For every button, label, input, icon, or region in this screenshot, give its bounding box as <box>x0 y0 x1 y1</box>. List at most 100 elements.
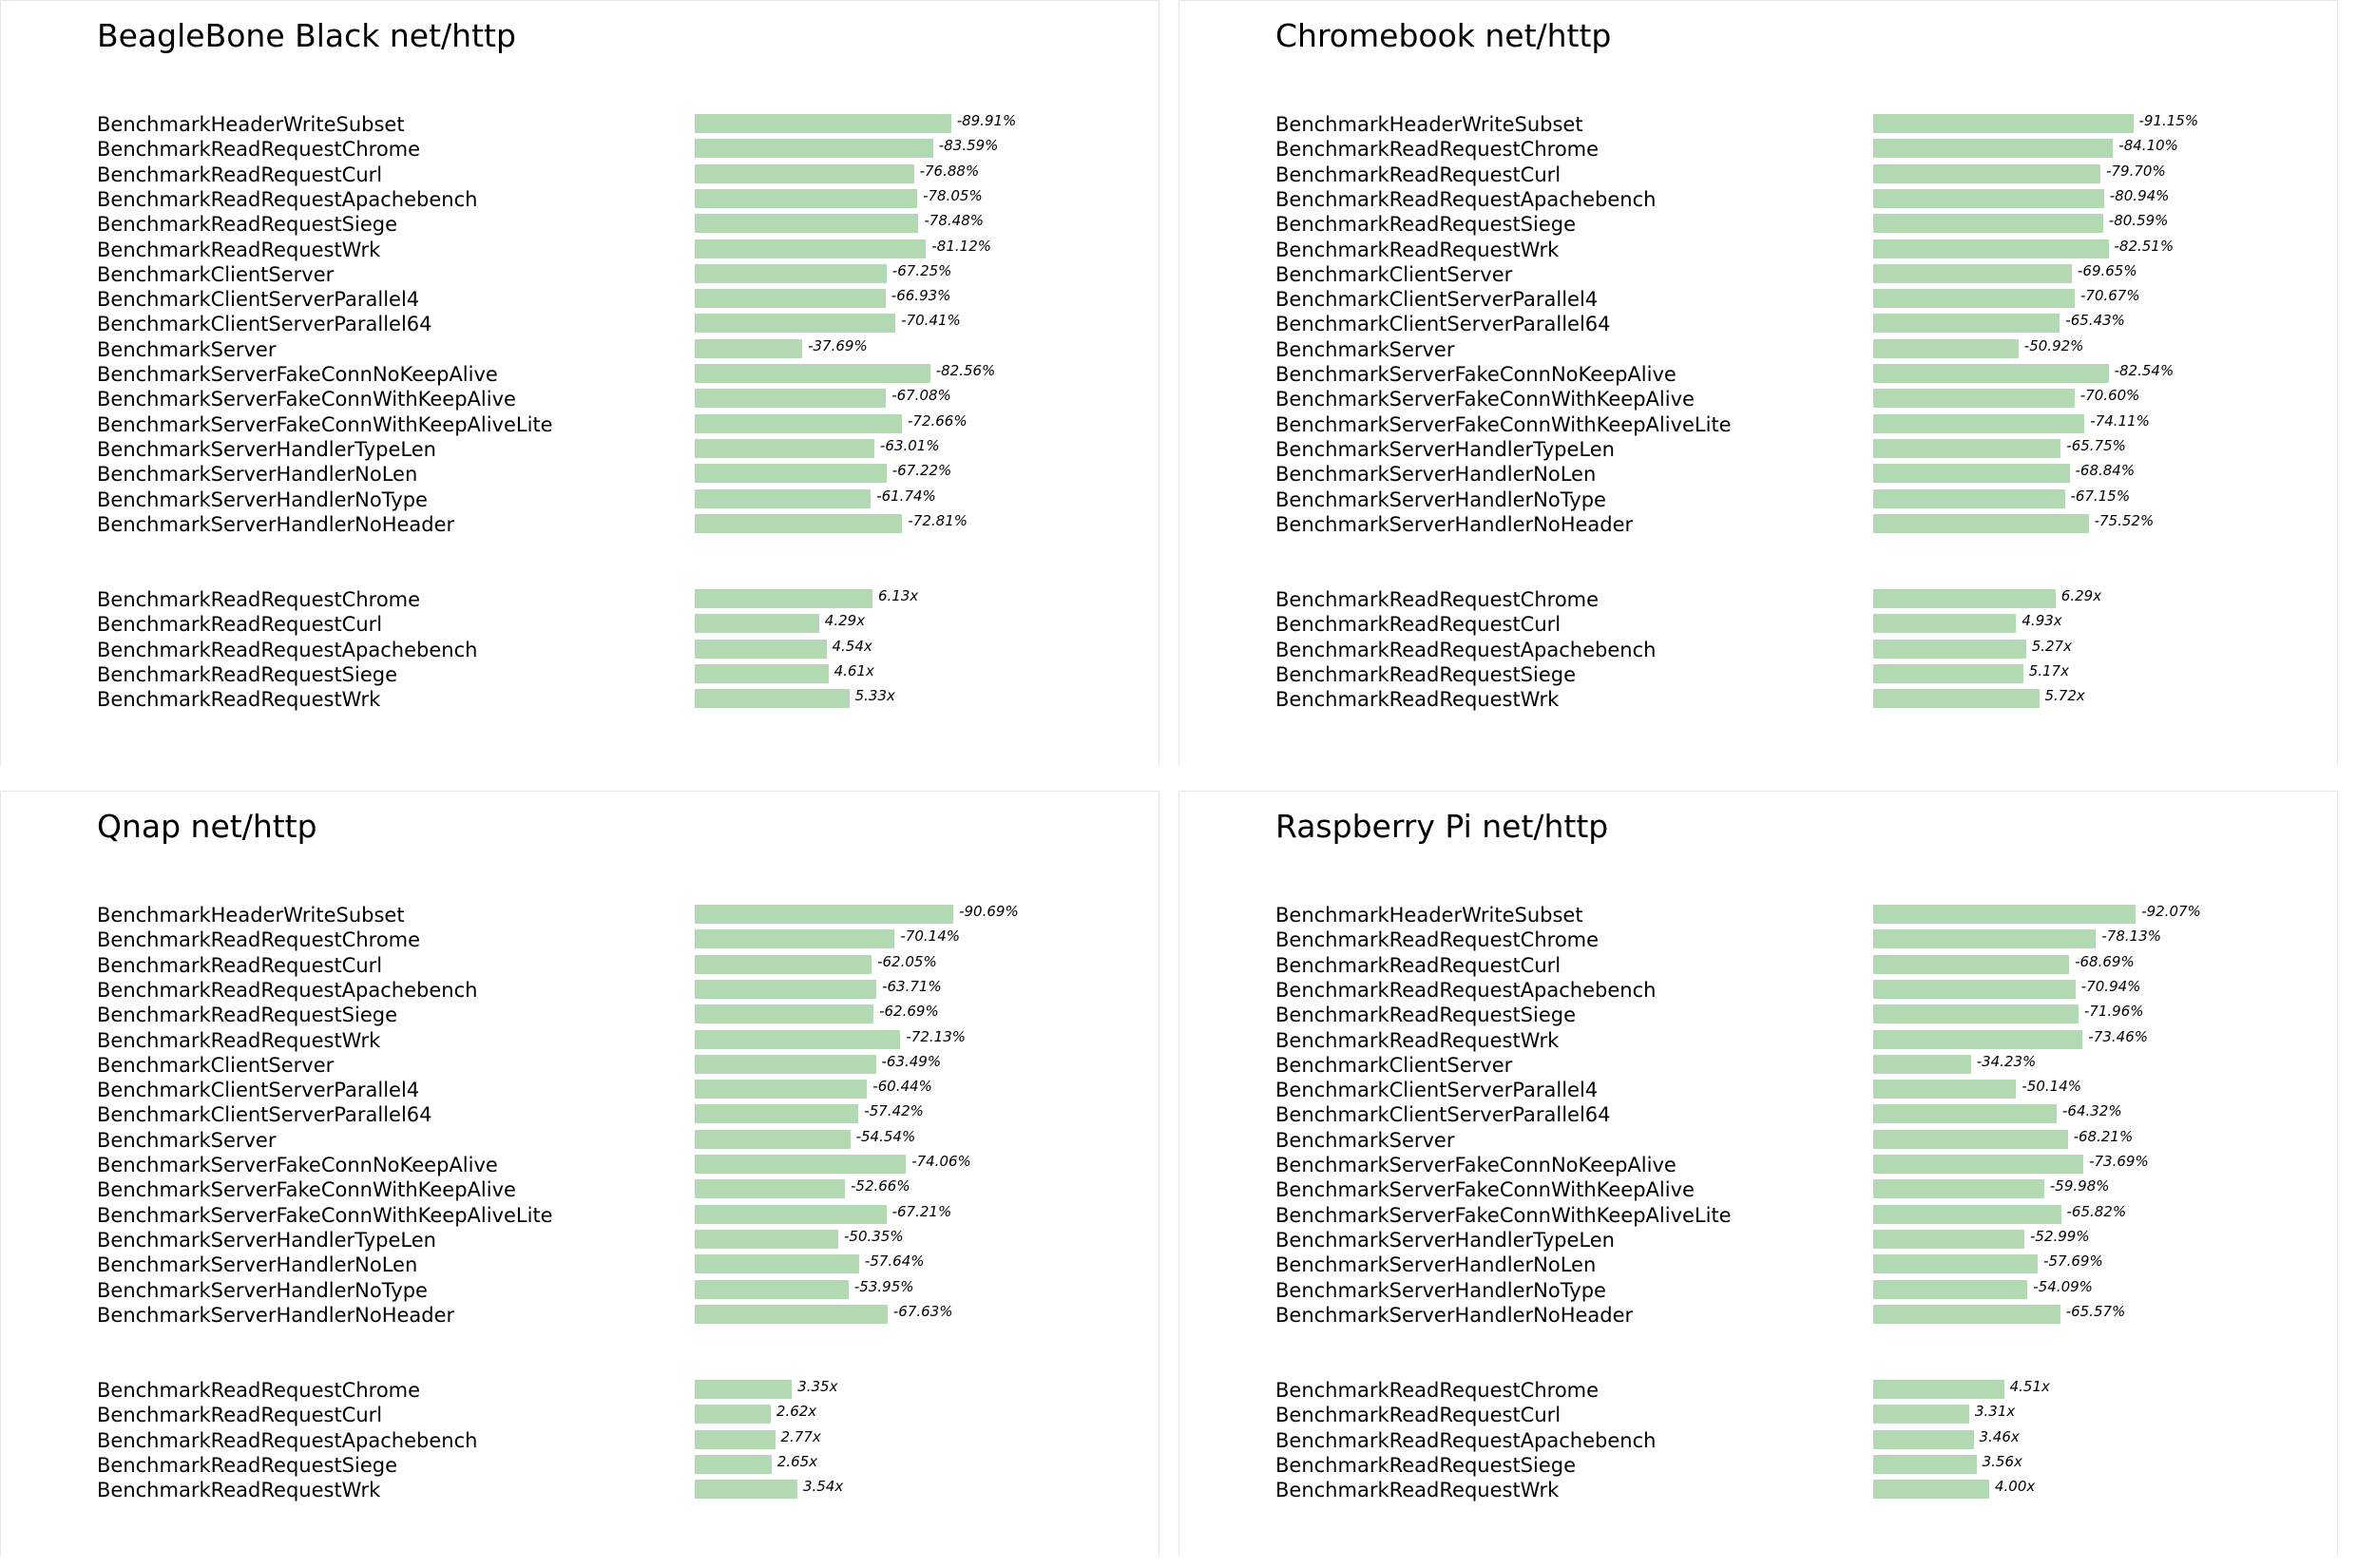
bar <box>695 689 850 709</box>
category-label: BenchmarkReadRequestCurl <box>1275 163 1562 186</box>
category-label: BenchmarkHeaderWriteSubset <box>1275 113 1583 136</box>
data-label: -73.69% <box>2089 1153 2149 1170</box>
data-label: -72.81% <box>908 511 968 529</box>
data-label: -72.13% <box>906 1027 966 1045</box>
data-label: 3.56x <box>1982 1452 2022 1470</box>
bar <box>695 905 954 924</box>
data-label: -67.08% <box>891 387 951 405</box>
category-label: BenchmarkClientServer <box>1275 1053 1513 1077</box>
data-label: -64.32% <box>2062 1102 2122 1120</box>
bar <box>1873 114 2134 133</box>
bar <box>1873 639 2026 659</box>
category-label: BenchmarkServerFakeConnWithKeepAliveLite <box>97 412 553 436</box>
bar <box>695 1054 876 1074</box>
category-label: BenchmarkHeaderWriteSubset <box>97 904 405 927</box>
bar <box>695 614 819 634</box>
category-label: BenchmarkServerHandlerNoLen <box>97 463 418 487</box>
chart-title: Raspberry Pi net/http <box>1275 808 1609 845</box>
bar <box>1873 364 2109 383</box>
category-label: BenchmarkClientServerParallel4 <box>1275 1079 1599 1102</box>
data-label: -81.12% <box>931 237 991 255</box>
data-label: 5.72x <box>2044 687 2085 705</box>
data-label: -54.54% <box>855 1127 916 1145</box>
category-label: BenchmarkServerHandlerNoHeader <box>97 512 455 536</box>
category-label: BenchmarkReadRequestSiege <box>97 1453 398 1477</box>
category-label: BenchmarkReadRequestCurl <box>1275 1404 1562 1427</box>
bar <box>695 364 930 383</box>
bar <box>695 1004 874 1024</box>
bar <box>1873 163 2101 183</box>
bar <box>1873 188 2104 208</box>
category-label: BenchmarkServerFakeConnWithKeepAlive <box>97 388 516 411</box>
category-label: BenchmarkServerHandlerNoHeader <box>1275 1303 1634 1327</box>
bar <box>1873 214 2103 234</box>
bar <box>1873 954 2070 974</box>
data-label: -70.67% <box>2080 287 2140 305</box>
bar <box>695 263 887 283</box>
bar <box>695 1480 797 1500</box>
bar <box>695 239 927 258</box>
data-label: -50.92% <box>2023 336 2084 354</box>
bar <box>1873 663 2023 683</box>
bar <box>695 438 874 458</box>
bar <box>695 1080 868 1100</box>
bar <box>1873 1129 2068 1149</box>
bar <box>695 214 919 234</box>
category-label: BenchmarkReadRequestWrk <box>1275 1479 1560 1502</box>
category-label: BenchmarkReadRequestApachebench <box>1275 978 1657 1002</box>
category-label: BenchmarkServer <box>1275 1128 1455 1152</box>
bar <box>1873 1304 2060 1324</box>
category-label: BenchmarkServer <box>97 1128 277 1152</box>
bar <box>695 513 903 533</box>
category-label: BenchmarkReadRequestWrk <box>1275 238 1560 261</box>
category-label: BenchmarkServerHandlerNoHeader <box>1275 512 1634 536</box>
data-label: -82.56% <box>935 362 996 379</box>
category-label: BenchmarkReadRequestChrome <box>97 1379 421 1402</box>
category-label: BenchmarkServerHandlerNoLen <box>1275 1253 1597 1277</box>
data-label: -65.75% <box>2066 436 2126 454</box>
bar <box>1873 1054 1971 1074</box>
data-label: 3.54x <box>803 1478 844 1496</box>
data-label: -72.66% <box>908 411 968 430</box>
bar <box>695 954 872 974</box>
data-label: -74.06% <box>911 1153 971 1170</box>
data-label: -92.07% <box>2141 903 2201 920</box>
category-label: BenchmarkServerHandlerNoType <box>97 488 428 511</box>
data-label: -78.05% <box>923 186 983 204</box>
category-label: BenchmarkClientServer <box>97 262 335 286</box>
data-label: 6.13x <box>878 587 919 604</box>
data-label: -37.69% <box>808 336 868 354</box>
data-label: 4.51x <box>2009 1378 2050 1395</box>
category-label: BenchmarkServerHandlerNoType <box>1275 1278 1606 1302</box>
data-label: -63.71% <box>882 977 942 995</box>
bar <box>695 663 829 683</box>
data-label: 4.93x <box>2022 612 2062 630</box>
chart-panel-raspberry-pi: Raspberry Pi net/http BenchmarkHeaderWri… <box>1178 791 2338 1556</box>
bar <box>1873 289 2075 309</box>
category-label: BenchmarkClientServerParallel4 <box>1275 288 1599 312</box>
category-label: BenchmarkReadRequestCurl <box>97 613 383 637</box>
data-label: -65.43% <box>2065 312 2125 330</box>
category-label: BenchmarkServerFakeConnWithKeepAlive <box>1275 1178 1695 1202</box>
category-label: BenchmarkClientServerParallel64 <box>1275 313 1611 336</box>
data-label: -71.96% <box>2083 1003 2144 1021</box>
data-label: -82.54% <box>2114 362 2175 379</box>
data-label: 3.31x <box>1975 1403 2016 1421</box>
bar <box>695 464 887 484</box>
data-label: -65.57% <box>2065 1302 2126 1320</box>
data-label: -62.69% <box>879 1003 939 1021</box>
bar <box>1873 1155 2084 1174</box>
data-label: 6.29x <box>2060 587 2102 604</box>
bar <box>1873 338 2019 358</box>
category-label: BenchmarkReadRequestCurl <box>1275 953 1562 977</box>
bar <box>1873 1254 2039 1274</box>
data-label: -52.99% <box>2030 1227 2090 1245</box>
data-label: -91.15% <box>2138 112 2199 129</box>
bar <box>695 1454 772 1474</box>
data-label: -67.25% <box>891 261 952 279</box>
category-label: BenchmarkServerFakeConnWithKeepAlive <box>97 1178 516 1202</box>
category-label: BenchmarkServer <box>1275 337 1455 361</box>
category-label: BenchmarkReadRequestSiege <box>1275 1004 1577 1027</box>
bar <box>1873 139 2114 159</box>
bar <box>1873 1480 1989 1500</box>
